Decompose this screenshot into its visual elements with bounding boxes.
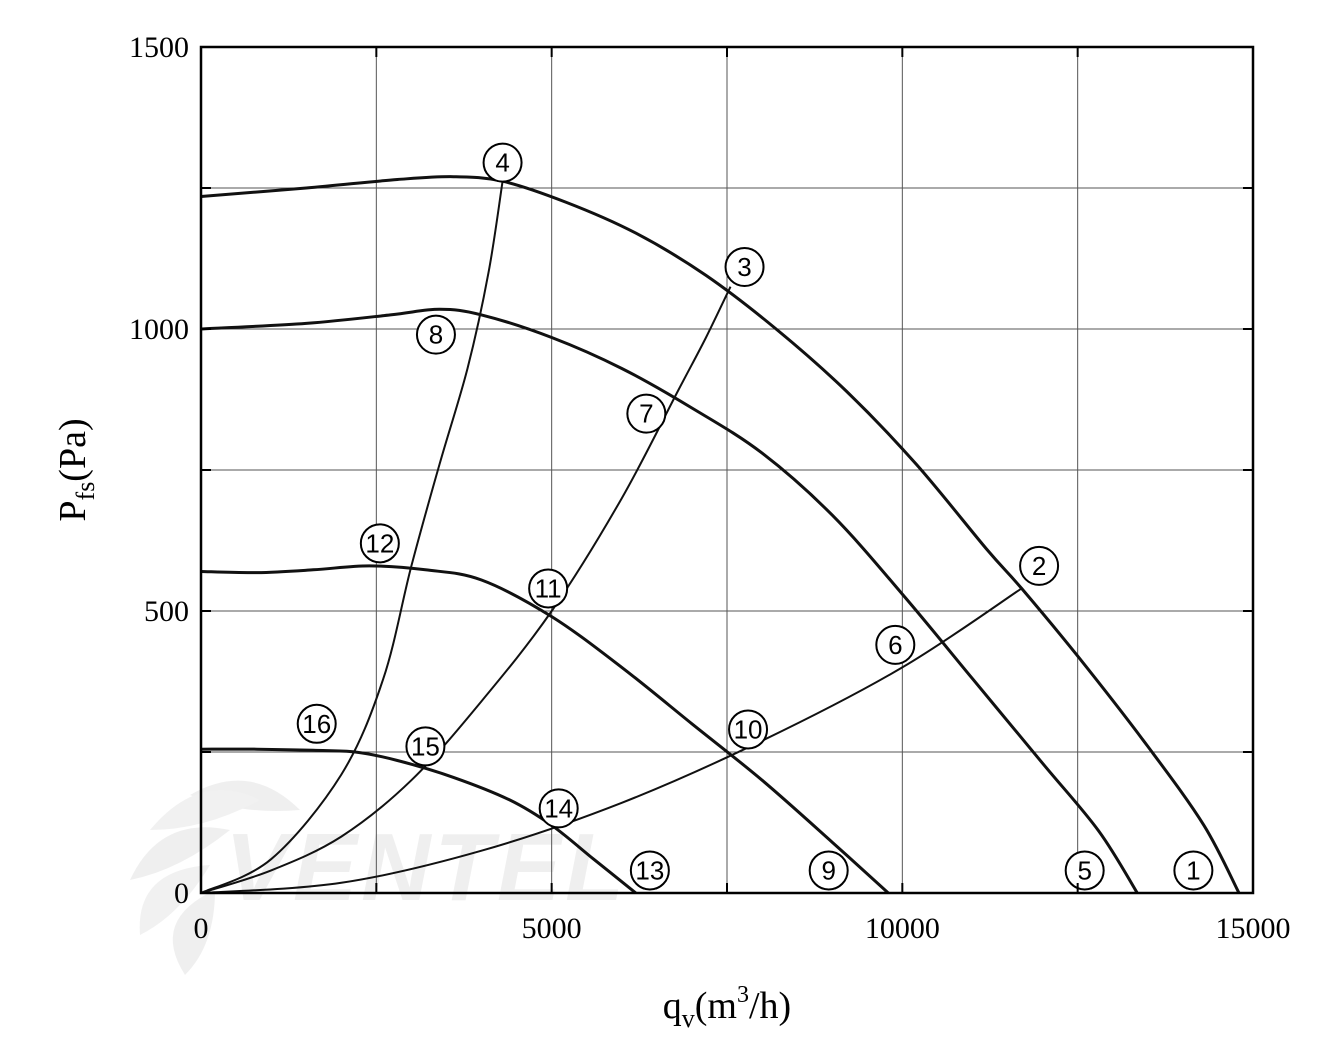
marker-6: 6 xyxy=(875,624,916,665)
marker-14: 14 xyxy=(538,788,579,829)
marker-label: 15 xyxy=(411,731,440,761)
x-axis-base: q xyxy=(663,985,682,1027)
marker-1: 1 xyxy=(1173,850,1214,891)
marker-circle xyxy=(728,709,769,750)
x-tick-label: 5000 xyxy=(522,912,582,945)
marker-11: 11 xyxy=(528,568,569,609)
marker-15: 15 xyxy=(405,726,446,767)
watermark-text: VENTEL xyxy=(225,814,628,921)
watermark-logo: VENTEL xyxy=(130,780,628,975)
tick-marks xyxy=(201,47,1253,893)
marker-8: 8 xyxy=(415,314,456,355)
marker-5: 5 xyxy=(1064,850,1105,891)
marker-13: 13 xyxy=(629,850,670,891)
x-axis-sub: v xyxy=(682,1004,695,1033)
marker-circle xyxy=(1019,545,1060,586)
y-tick-label: 0 xyxy=(174,877,189,910)
marker-label: 6 xyxy=(888,630,902,660)
y-tick-label: 1000 xyxy=(129,313,189,346)
marker-circle xyxy=(296,703,337,744)
curve-group xyxy=(200,175,1241,895)
marker-circle xyxy=(415,314,456,355)
marker-circle xyxy=(482,142,523,183)
marker-4: 4 xyxy=(482,142,523,183)
y-axis-title: Pfs(Pa) xyxy=(52,418,100,521)
marker-circle xyxy=(626,393,667,434)
marker-circle xyxy=(528,568,569,609)
y-axis-post: (Pa) xyxy=(52,418,94,481)
system-curve-1 xyxy=(200,181,504,894)
x-tick-label: 15000 xyxy=(1216,912,1291,945)
marker-2: 2 xyxy=(1019,545,1060,586)
system-curve-3 xyxy=(200,587,1023,894)
marker-circle xyxy=(724,246,765,287)
x-axis-sup: 3 xyxy=(737,982,749,1008)
marker-label: 8 xyxy=(429,320,443,350)
y-tick-label: 1500 xyxy=(129,31,189,64)
x-axis-title: qv(m3/h) xyxy=(663,982,791,1033)
marker-10: 10 xyxy=(728,709,769,750)
fan-curve-2 xyxy=(200,307,1139,894)
marker-label: 10 xyxy=(734,714,763,744)
marker-circle xyxy=(808,850,849,891)
marker-label: 16 xyxy=(302,709,331,739)
marker-label: 7 xyxy=(639,399,653,429)
marker-circle xyxy=(875,624,916,665)
x-axis-pre: (m xyxy=(695,985,737,1027)
system-curve-2 xyxy=(200,286,732,894)
marker-9: 9 xyxy=(808,850,849,891)
x-tick-label: 0 xyxy=(194,912,209,945)
y-tick-label: 500 xyxy=(144,595,189,628)
tick-labels: 0 5000 10000 15000 0 500 1000 1500 xyxy=(129,31,1291,945)
marker-label: 5 xyxy=(1077,855,1091,885)
marker-label: 3 xyxy=(737,252,751,282)
marker-label: 12 xyxy=(365,528,394,558)
marker-circle xyxy=(538,788,579,829)
grid-lines xyxy=(201,47,1253,893)
marker-circle xyxy=(1064,850,1105,891)
x-axis-post: /h) xyxy=(749,985,791,1027)
marker-circle xyxy=(629,850,670,891)
fan-blade-icon xyxy=(130,780,300,975)
marker-circle xyxy=(359,523,400,564)
marker-label: 9 xyxy=(821,855,835,885)
fan-curve-3 xyxy=(200,564,890,895)
marker-7: 7 xyxy=(626,393,667,434)
marker-circle xyxy=(1173,850,1214,891)
y-axis-sub: fs xyxy=(71,482,100,501)
y-axis-base: P xyxy=(52,500,94,521)
x-tick-label: 10000 xyxy=(865,912,940,945)
fan-curve-1 xyxy=(200,175,1241,894)
marker-label: 14 xyxy=(544,793,573,823)
marker-label: 11 xyxy=(535,573,562,603)
marker-label: 2 xyxy=(1032,551,1046,581)
marker-label: 13 xyxy=(635,855,664,885)
marker-16: 16 xyxy=(296,703,337,744)
marker-12: 12 xyxy=(359,523,400,564)
marker-3: 3 xyxy=(724,246,765,287)
marker-label: 4 xyxy=(495,148,509,178)
marker-circle xyxy=(405,726,446,767)
marker-label: 1 xyxy=(1186,855,1200,885)
